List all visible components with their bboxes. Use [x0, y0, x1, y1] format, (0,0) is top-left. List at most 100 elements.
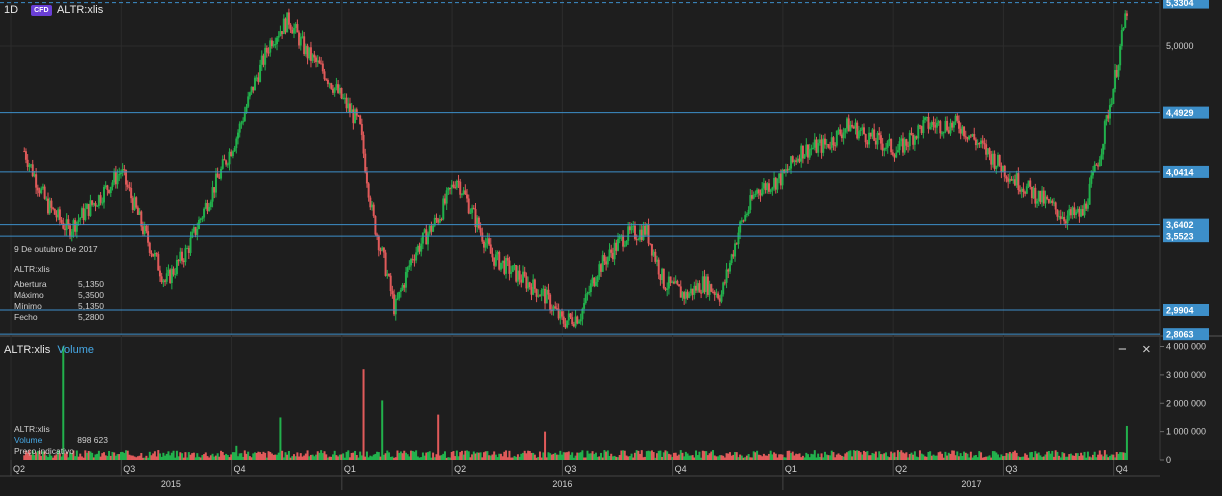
- candle-body: [1019, 190, 1022, 192]
- candle-body: [742, 220, 745, 222]
- candle-body: [734, 243, 737, 257]
- volume-bar: [298, 456, 301, 460]
- candle-body: [364, 153, 367, 173]
- candle-body: [96, 205, 99, 207]
- candle-body: [136, 207, 139, 215]
- volume-bar: [815, 457, 818, 460]
- volume-bar: [615, 456, 618, 460]
- year-tick-label: 2017: [961, 479, 981, 489]
- volume-bar: [330, 456, 333, 460]
- candle-body: [976, 143, 979, 146]
- volume-bar: [577, 452, 580, 460]
- candle-body: [671, 281, 674, 283]
- candle-body: [903, 139, 906, 153]
- volume-bar: [776, 457, 779, 460]
- volume-bar: [640, 450, 643, 460]
- timeframe-label[interactable]: 1D: [4, 4, 19, 16]
- candle-body: [162, 280, 165, 283]
- volume-bar: [216, 453, 219, 460]
- volume-bar: [1069, 453, 1072, 460]
- volume-bar: [308, 456, 311, 460]
- candle-body: [182, 260, 185, 263]
- volume-bar: [540, 457, 543, 460]
- candle-body: [1029, 180, 1032, 187]
- candle-body: [711, 291, 714, 293]
- candle-body: [118, 173, 121, 176]
- volume-bar: [472, 451, 475, 460]
- volume-bar: [316, 451, 319, 460]
- volume-bar: [360, 455, 363, 460]
- volume-bar: [367, 457, 370, 460]
- candle-body: [866, 142, 869, 145]
- volume-bar: [939, 451, 942, 460]
- volume-indicator-label[interactable]: Volume: [57, 344, 95, 356]
- candle-body: [1085, 203, 1088, 209]
- volume-bar: [688, 455, 691, 460]
- candle-body: [410, 259, 413, 266]
- volume-bar: [365, 451, 368, 460]
- volume-bar: [175, 450, 178, 460]
- volume-bar: [1024, 453, 1027, 460]
- candle-body: [895, 152, 898, 158]
- candle-body: [459, 181, 462, 195]
- candle-body: [330, 83, 333, 89]
- quarter-tick-label: Q2: [895, 464, 907, 474]
- volume-bar: [591, 451, 594, 460]
- candle-body: [296, 24, 299, 33]
- candle-body: [523, 271, 526, 277]
- volume-bar: [1025, 454, 1028, 460]
- candle-body: [101, 202, 104, 204]
- candle-body: [941, 133, 944, 135]
- candle-body: [686, 291, 689, 298]
- candle-body: [1117, 65, 1120, 77]
- volume-bar: [1052, 456, 1055, 460]
- candle-body: [885, 147, 888, 149]
- candle-body: [257, 77, 260, 82]
- candle-body: [242, 121, 245, 123]
- candle-body: [973, 134, 976, 140]
- candle-body: [70, 231, 73, 237]
- volume-bar: [418, 457, 421, 460]
- candle-body: [644, 225, 647, 235]
- volume-bar: [805, 452, 808, 460]
- candle-body: [774, 177, 777, 190]
- candle-body: [574, 316, 577, 327]
- candle-body: [691, 288, 694, 295]
- volume-bar: [462, 454, 465, 460]
- candle-body: [786, 169, 789, 171]
- volume-bar: [245, 453, 248, 460]
- volume-bar: [751, 457, 754, 460]
- candle-body: [605, 261, 608, 265]
- volume-bar: [87, 450, 90, 460]
- volume-bar: [544, 431, 547, 460]
- volume-bar: [525, 453, 528, 460]
- volume-bar: [272, 454, 275, 460]
- volume-tooltip-symbol: ALTR:xlis: [14, 424, 50, 434]
- candle-body: [1095, 164, 1098, 166]
- candle-body: [559, 311, 562, 319]
- candle-body: [757, 189, 760, 194]
- volume-bar: [547, 452, 550, 460]
- candle-body: [1103, 121, 1106, 144]
- candle-body: [97, 195, 100, 206]
- candle-body: [981, 140, 984, 144]
- candle-body: [781, 169, 784, 186]
- volume-bar: [961, 456, 964, 460]
- close-icon[interactable]: ×: [1142, 341, 1151, 358]
- volume-bar: [605, 451, 608, 460]
- volume-bar: [1073, 455, 1076, 460]
- candle-body: [769, 189, 772, 192]
- candle-body: [991, 153, 994, 165]
- candle-body: [1003, 165, 1006, 177]
- volume-bar: [523, 450, 526, 460]
- candle-body: [140, 211, 143, 227]
- minimize-icon[interactable]: −: [1118, 341, 1127, 358]
- candle-body: [664, 288, 667, 290]
- candle-body: [1015, 173, 1018, 186]
- candle-body: [708, 284, 711, 295]
- volume-bar: [135, 457, 138, 460]
- candle-body: [1039, 190, 1042, 203]
- symbol-label[interactable]: ALTR:xlis: [56, 4, 104, 16]
- candle-body: [415, 252, 418, 261]
